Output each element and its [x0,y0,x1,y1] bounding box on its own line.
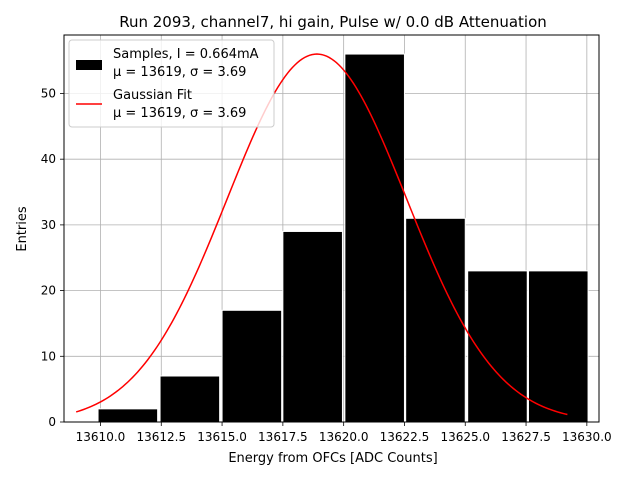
legend-samples-swatch [76,60,102,70]
y-axis-ticks: 0 10 20 30 40 50 [41,86,64,429]
x-axis-ticks: 13610.0 13612.5 13615.0 13617.5 13620.0 13622… [76,422,612,444]
x-axis-label: Energy from OFCs [ADC Counts] [228,451,437,466]
legend-fit-stats: μ = 13619, σ = 3.69 [113,106,246,121]
y-tick-label: 40 [41,152,56,166]
x-tick-label: 13617.5 [258,430,308,444]
x-tick-label: 13612.5 [136,430,186,444]
histogram-bar [221,309,283,423]
y-tick-label: 30 [41,218,56,232]
y-axis-label: Entries [15,206,30,252]
x-tick-label: 13622.5 [380,430,430,444]
y-tick-label: 0 [48,415,56,429]
plot-frame [63,34,600,423]
histogram-bar [344,53,405,423]
histogram-bars [97,53,589,423]
histogram-bar [467,270,528,423]
histogram-bar [405,217,466,423]
legend-samples-stats: μ = 13619, σ = 3.69 [113,65,246,80]
legend: Samples, I = 0.664mA μ = 13619, σ = 3.69… [68,39,275,128]
legend-samples-label: Samples, I = 0.664mA [113,47,259,62]
gaussian-fit-line [75,53,568,416]
histogram-bar [97,408,159,423]
y-tick-label: 50 [41,86,56,100]
histogram-bar [282,230,343,423]
histogram-bar [527,270,589,423]
x-tick-label: 13615.0 [197,430,247,444]
y-tick-label: 20 [41,284,56,298]
x-tick-label: 13627.5 [501,430,551,444]
x-tick-label: 13625.0 [440,430,490,444]
chart-title: Run 2093, channel7, hi gain, Pulse w/ 0.… [119,13,547,31]
x-tick-label: 13610.0 [76,430,126,444]
legend-box [68,39,275,128]
y-tick-label: 10 [41,349,56,363]
x-tick-label: 13630.0 [562,430,612,444]
legend-fit-label: Gaussian Fit [113,88,192,103]
x-tick-label: 13620.0 [319,430,369,444]
histogram-bar [159,375,221,423]
